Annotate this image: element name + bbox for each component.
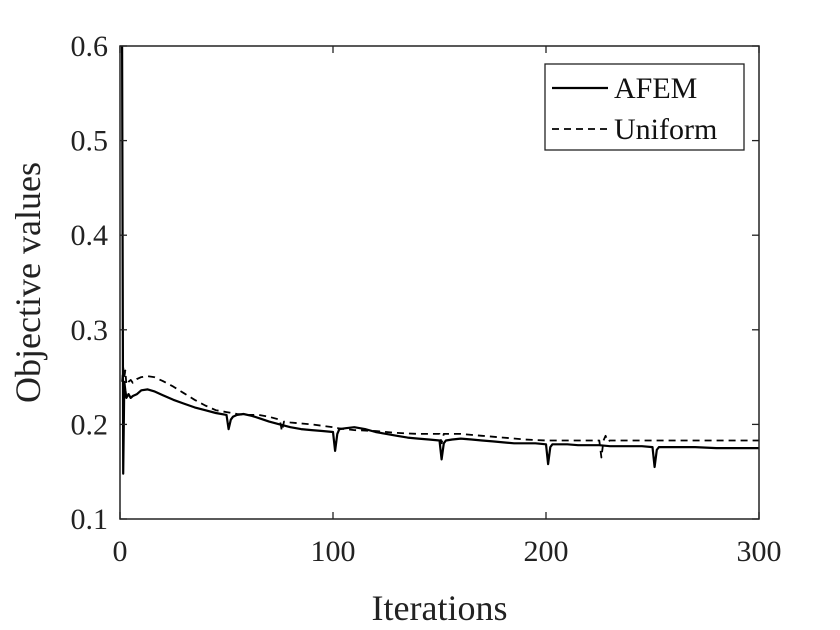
y-tick-label: 0.1 <box>71 503 109 536</box>
y-tick-label: 0.4 <box>71 219 109 252</box>
x-tick-label: 300 <box>737 535 782 568</box>
y-tick-label: 0.2 <box>71 408 109 441</box>
legend-label-afem: AFEM <box>614 72 697 105</box>
plot-frame <box>119 45 760 520</box>
y-axis-title: Objective values <box>8 162 48 403</box>
x-tick-label: 100 <box>311 535 356 568</box>
legend: AFEM Uniform <box>544 63 745 151</box>
y-tick-label: 0.5 <box>71 125 109 158</box>
legend-label-uniform: Uniform <box>614 113 717 146</box>
x-axis-title: Iterations <box>372 588 508 628</box>
y-tick-label: 0.3 <box>71 314 109 347</box>
x-tick-label: 200 <box>524 535 569 568</box>
x-tick-label: 0 <box>113 535 128 568</box>
ticks-layer: 0 100 200 300 0.1 0.2 0.3 0.4 0.5 0.6 <box>71 30 782 568</box>
series-layer <box>121 45 759 475</box>
y-tick-label: 0.6 <box>71 30 109 63</box>
legend-box <box>544 63 745 151</box>
series-line-uniform <box>121 366 759 459</box>
series-line-afem <box>121 45 759 475</box>
